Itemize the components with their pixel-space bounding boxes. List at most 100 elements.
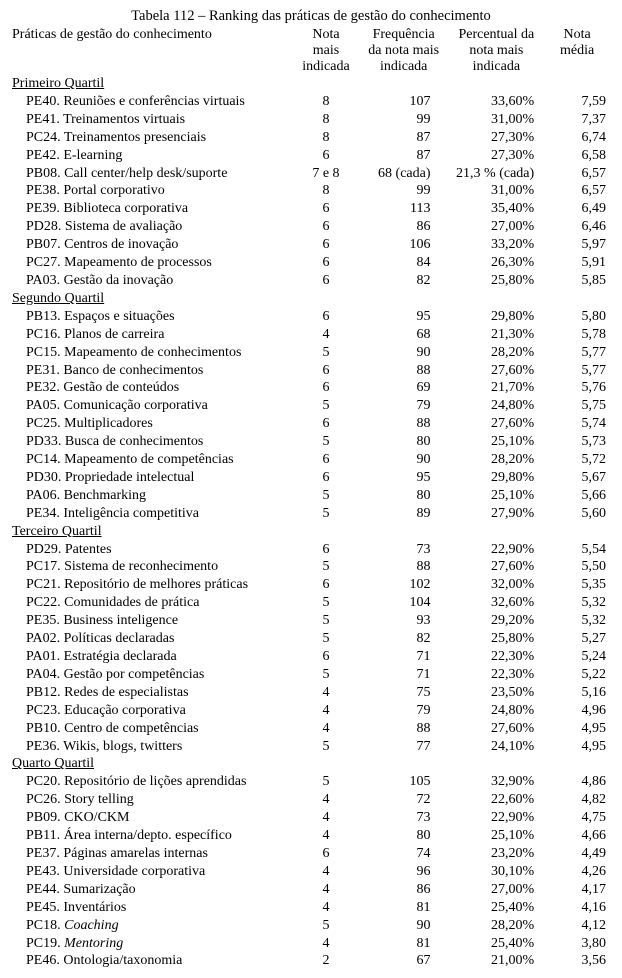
percent: 22,30% (449, 666, 545, 684)
percent: 23,20% (449, 845, 545, 863)
practice-name: PE42. E-learning (12, 147, 293, 165)
col-most-indicated: Nota mais indicada (293, 27, 359, 75)
table-row: PE45. Inventários48125,40%4,16 (12, 899, 610, 917)
most-indicated-note: 6 (293, 272, 359, 290)
table-row: PC17. Sistema de reconhecimento58827,60%… (12, 558, 610, 576)
practice-name: PD28. Sistema de avaliação (12, 218, 293, 236)
most-indicated-note: 8 (293, 182, 359, 200)
most-indicated-note: 6 (293, 218, 359, 236)
percent: 31,00% (449, 111, 545, 129)
table-row: PD28. Sistema de avaliação68627,00%6,46 (12, 218, 610, 236)
average-note: 5,16 (544, 684, 610, 702)
table-row: PA01. Estratégia declarada67122,30%5,24 (12, 648, 610, 666)
frequency: 80 (359, 827, 449, 845)
table-row: PA05. Comunicação corporativa57924,80%5,… (12, 397, 610, 415)
average-note: 4,86 (544, 773, 610, 791)
percent: 27,60% (449, 415, 545, 433)
percent: 24,80% (449, 397, 545, 415)
average-note: 3,56 (544, 952, 610, 970)
frequency: 80 (359, 487, 449, 505)
table-row: PE39. Biblioteca corporativa611335,40%6,… (12, 200, 610, 218)
percent: 21,70% (449, 379, 545, 397)
most-indicated-note: 5 (293, 738, 359, 756)
group-row: Terceiro Quartil (12, 523, 610, 541)
average-note: 4,66 (544, 827, 610, 845)
frequency: 90 (359, 344, 449, 362)
most-indicated-note: 6 (293, 200, 359, 218)
table-row: PE46. Ontologia/taxonomia26721,00%3,56 (12, 952, 610, 970)
group-row: Quarto Quartil (12, 755, 610, 773)
practice-name: PE39. Biblioteca corporativa (12, 200, 293, 218)
average-note: 5,78 (544, 326, 610, 344)
practice-name: PE44. Sumarização (12, 881, 293, 899)
percent: 35,40% (449, 200, 545, 218)
average-note: 6,57 (544, 182, 610, 200)
frequency: 73 (359, 809, 449, 827)
frequency: 84 (359, 254, 449, 272)
most-indicated-note: 5 (293, 558, 359, 576)
most-indicated-note: 6 (293, 576, 359, 594)
practice-name: PC23. Educação corporativa (12, 702, 293, 720)
table-row: PE40. Reuniões e conferências virtuais81… (12, 93, 610, 111)
percent: 21,00% (449, 952, 545, 970)
practice-name: PC17. Sistema de reconhecimento (12, 558, 293, 576)
practice-name: PE32. Gestão de conteúdos (12, 379, 293, 397)
frequency: 68 (cada) (359, 165, 449, 183)
group-row: Segundo Quartil (12, 290, 610, 308)
percent: 27,60% (449, 720, 545, 738)
practice-name: PE34. Inteligência competitiva (12, 505, 293, 523)
percent: 31,00% (449, 182, 545, 200)
col-practice: Práticas de gestão do conhecimento (12, 27, 293, 75)
frequency: 104 (359, 594, 449, 612)
average-note: 5,72 (544, 451, 610, 469)
frequency: 79 (359, 702, 449, 720)
average-note: 7,59 (544, 93, 610, 111)
table-row: PB11. Área interna/depto. específico4802… (12, 827, 610, 845)
average-note: 4,26 (544, 863, 610, 881)
most-indicated-note: 6 (293, 451, 359, 469)
percent: 29,80% (449, 308, 545, 326)
average-note: 5,76 (544, 379, 610, 397)
average-note: 5,74 (544, 415, 610, 433)
average-note: 5,54 (544, 541, 610, 559)
practice-name: PC26. Story telling (12, 791, 293, 809)
table-row: PE43. Universidade corporativa49630,10%4… (12, 863, 610, 881)
most-indicated-note: 4 (293, 863, 359, 881)
practice-name: PA05. Comunicação corporativa (12, 397, 293, 415)
table-row: PD29. Patentes67322,90%5,54 (12, 541, 610, 559)
practice-name: PE46. Ontologia/taxonomia (12, 952, 293, 970)
table-row: PC14. Mapeamento de competências69028,20… (12, 451, 610, 469)
percent: 25,40% (449, 935, 545, 953)
practice-name: PE38. Portal corporativo (12, 182, 293, 200)
most-indicated-note: 5 (293, 487, 359, 505)
frequency: 73 (359, 541, 449, 559)
most-indicated-note: 5 (293, 397, 359, 415)
most-indicated-note: 6 (293, 415, 359, 433)
most-indicated-note: 6 (293, 648, 359, 666)
table-row: PB08. Call center/help desk/suporte7 e 8… (12, 165, 610, 183)
average-note: 5,97 (544, 236, 610, 254)
frequency: 96 (359, 863, 449, 881)
frequency: 68 (359, 326, 449, 344)
frequency: 74 (359, 845, 449, 863)
practice-name: PE40. Reuniões e conferências virtuais (12, 93, 293, 111)
table-title: Tabela 112 – Ranking das práticas de ges… (12, 8, 610, 25)
average-note: 5,75 (544, 397, 610, 415)
frequency: 88 (359, 720, 449, 738)
practice-name: PB11. Área interna/depto. específico (12, 827, 293, 845)
percent: 24,10% (449, 738, 545, 756)
average-note: 6,58 (544, 147, 610, 165)
most-indicated-note: 5 (293, 666, 359, 684)
percent: 25,10% (449, 827, 545, 845)
percent: 28,20% (449, 917, 545, 935)
most-indicated-note: 4 (293, 827, 359, 845)
percent: 22,60% (449, 791, 545, 809)
table-row: PE42. E-learning68727,30%6,58 (12, 147, 610, 165)
frequency: 95 (359, 469, 449, 487)
table-row: PA04. Gestão por competências57122,30%5,… (12, 666, 610, 684)
frequency: 88 (359, 362, 449, 380)
percent: 27,30% (449, 147, 545, 165)
most-indicated-note: 8 (293, 111, 359, 129)
percent: 24,80% (449, 702, 545, 720)
most-indicated-note: 6 (293, 541, 359, 559)
